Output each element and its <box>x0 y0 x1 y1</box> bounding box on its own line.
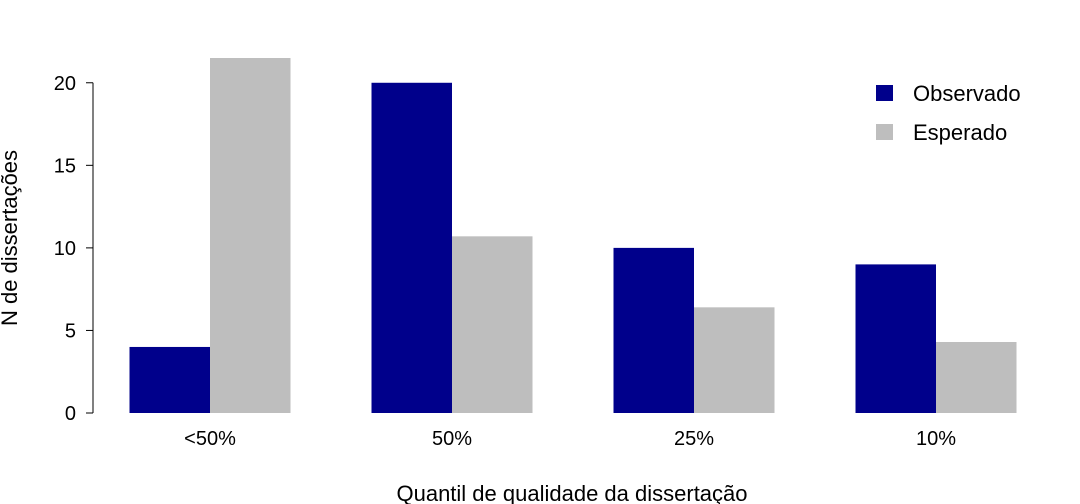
y-tick-label: 10 <box>54 238 76 260</box>
bar-esperado-2 <box>694 307 775 413</box>
bar-observado-0 <box>129 346 210 413</box>
legend: Observado Esperado <box>876 81 1021 145</box>
x-tick-label: 50% <box>432 428 472 450</box>
legend-swatch-observado <box>876 85 893 101</box>
legend-label-observado: Observado <box>913 81 1021 106</box>
bars-group <box>129 58 1017 413</box>
y-tick-label: 5 <box>65 320 76 342</box>
bar-observado-2 <box>613 247 694 413</box>
legend-swatch-esperado <box>876 124 893 140</box>
y-tick-label: 15 <box>54 155 76 177</box>
x-axis-labels: <50% 50% 25% 10% <box>184 428 956 450</box>
legend-label-esperado: Esperado <box>913 120 1007 145</box>
x-tick-label: 10% <box>916 428 956 450</box>
y-axis: 0 5 10 15 20 <box>54 73 94 425</box>
bar-observado-3 <box>855 264 936 413</box>
bar-observado-1 <box>371 82 452 413</box>
x-axis-title: Quantil de qualidade da dissertação <box>396 481 747 504</box>
y-axis-title: N de dissertações <box>0 150 22 326</box>
bar-esperado-1 <box>452 236 533 413</box>
bar-esperado-3 <box>936 342 1017 413</box>
bar-esperado-0 <box>210 58 291 413</box>
y-tick-label: 0 <box>65 403 76 425</box>
x-tick-label: 25% <box>674 428 714 450</box>
x-tick-label: <50% <box>184 428 236 450</box>
y-tick-label: 20 <box>54 73 76 95</box>
